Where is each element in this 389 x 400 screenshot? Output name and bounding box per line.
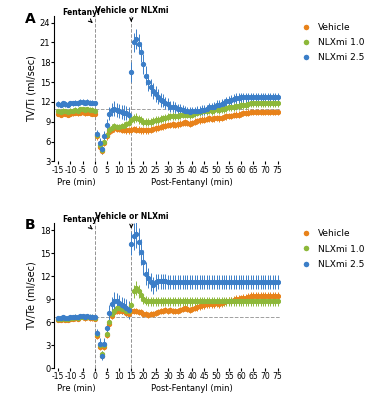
Text: Post-Fentanyl (min): Post-Fentanyl (min) (151, 384, 233, 393)
Y-axis label: TV/Te (ml/sec): TV/Te (ml/sec) (27, 261, 37, 330)
Text: Pre (min): Pre (min) (57, 384, 96, 393)
Legend: Vehicle, NLXmi 1.0, NLXmi 2.5: Vehicle, NLXmi 1.0, NLXmi 2.5 (294, 226, 368, 272)
Y-axis label: TV/Ti (ml/sec): TV/Ti (ml/sec) (27, 55, 37, 122)
Text: A: A (25, 12, 36, 26)
Legend: Vehicle, NLXmi 1.0, NLXmi 2.5: Vehicle, NLXmi 1.0, NLXmi 2.5 (294, 19, 368, 66)
Text: Post-Fentanyl (min): Post-Fentanyl (min) (151, 178, 233, 187)
Text: Pre (min): Pre (min) (57, 178, 96, 187)
Text: Vehicle or NLXmi: Vehicle or NLXmi (95, 212, 168, 227)
Text: Fentanyl: Fentanyl (62, 215, 100, 229)
Text: Vehicle or NLXmi: Vehicle or NLXmi (95, 6, 168, 21)
Text: Fentanyl: Fentanyl (62, 8, 100, 22)
Text: B: B (25, 218, 36, 232)
